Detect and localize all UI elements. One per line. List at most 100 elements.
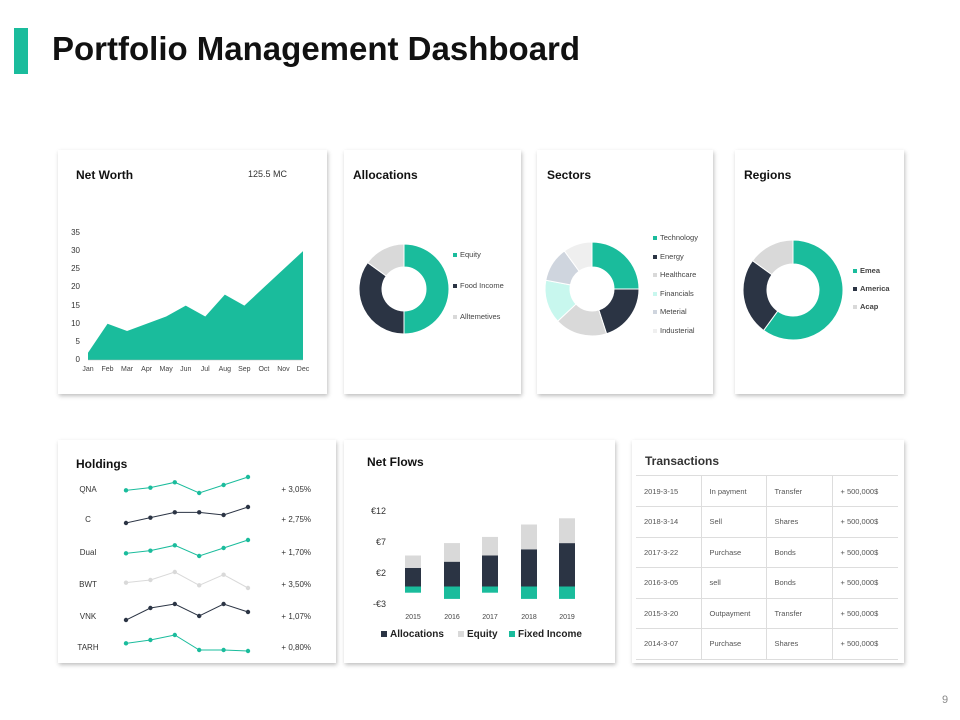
table-cell: Bonds	[766, 537, 833, 568]
table-cell: Bonds	[766, 567, 833, 599]
sparkline-point	[123, 551, 129, 556]
legend-swatch	[653, 273, 657, 278]
legend-item: Acap	[853, 302, 878, 311]
legend-item: Financials	[653, 289, 694, 298]
legend-label: Meterial	[660, 307, 687, 317]
sparkline-point	[197, 510, 202, 515]
legend-label: Healthcare	[660, 270, 697, 280]
sparkline-vnk	[125, 603, 249, 621]
sparkline-bwt	[125, 571, 249, 589]
allocations-slice	[403, 243, 450, 335]
sparkline-point	[148, 548, 153, 553]
sparkline-point	[221, 482, 226, 488]
sparkline-dual	[125, 539, 249, 557]
holdings-card	[58, 440, 336, 663]
x-tick-label: Mar	[121, 366, 134, 373]
table-cell: 2016-3-05	[636, 567, 702, 599]
y-tick-label: 20	[71, 282, 80, 292]
table-cell: + 500,000$	[832, 567, 898, 599]
y-tick-label: 10	[71, 318, 80, 328]
regions-slice	[751, 239, 794, 276]
sparkline-point	[172, 601, 177, 607]
x-tick-label: 2018	[521, 614, 537, 621]
regions-title: Regions	[744, 168, 792, 182]
sparkline-point	[148, 637, 153, 643]
allocations-slice	[358, 261, 405, 335]
bar-equity	[559, 518, 575, 544]
table-row: 2016-3-05 sell Bonds + 500,000$	[636, 567, 898, 599]
bar-allocations	[559, 543, 575, 587]
holding-name: C	[85, 515, 91, 524]
sparkline-point	[245, 504, 251, 510]
sparkline-point	[123, 641, 129, 646]
sparkline-point	[245, 648, 251, 654]
x-tick-label: Aug	[218, 366, 232, 373]
legend-swatch	[381, 631, 387, 638]
sparkline-point	[197, 647, 202, 653]
sparkline-point	[197, 613, 202, 619]
sparkline-point	[221, 572, 226, 577]
legend-item: America	[853, 284, 890, 293]
holding-name: Dual	[79, 548, 97, 557]
bar-fixed-income	[559, 586, 575, 599]
legend-item: Meterial	[653, 307, 687, 316]
legend-label: Industerial	[660, 326, 695, 335]
legend-swatch	[453, 315, 457, 320]
sparkline-c	[125, 506, 249, 524]
sparkline-point	[148, 577, 153, 583]
legend-item: Energy	[653, 252, 684, 261]
table-cell: 2017-3-22	[636, 537, 702, 568]
y-tick-label: 15	[71, 300, 80, 310]
x-tick-label: 2015	[405, 614, 421, 621]
transactions-table: 2019-3-15 In payment Transfer + 500,000$ 201…	[636, 476, 898, 660]
x-tick-label: Jan	[82, 366, 94, 373]
allocations-title: Allocations	[353, 168, 418, 182]
sparkline-point	[172, 510, 177, 515]
legend-label: Emea	[860, 266, 881, 275]
sparkline-point	[172, 569, 177, 575]
x-tick-label: Sep	[238, 366, 251, 373]
legend-item: Industerial	[653, 326, 695, 335]
bar-fixed-income	[521, 586, 537, 599]
holding-name: TARH	[77, 643, 99, 652]
sparkline-point	[148, 605, 153, 611]
bar-equity	[521, 524, 537, 550]
holding-name: BWT	[79, 580, 97, 589]
legend-swatch	[853, 269, 857, 274]
y-tick-label: 30	[71, 246, 80, 256]
sparkline-point	[245, 609, 251, 615]
table-cell: 2015-3-20	[636, 598, 702, 629]
bar-fixed-income	[482, 586, 498, 593]
holding-change: + 0,80%	[281, 643, 311, 652]
y-tick-label: -€3	[372, 599, 386, 609]
bar-allocations	[405, 567, 421, 587]
x-tick-label: May	[159, 366, 173, 373]
legend-swatch	[458, 631, 464, 638]
table-divider	[636, 475, 898, 476]
legend-swatch	[653, 291, 657, 296]
sparkline-point	[245, 474, 251, 480]
table-cell: 2019-3-15	[636, 476, 702, 507]
table-cell: Purchase	[701, 537, 767, 568]
sparkline-point	[172, 480, 177, 485]
y-tick-label: 5	[75, 336, 80, 346]
legend-item: Allocations	[381, 629, 444, 640]
table-cell: Outpayment	[701, 598, 767, 629]
legend-swatch	[653, 310, 657, 315]
table-cell: + 500,000$	[832, 506, 898, 538]
legend-label: Equity	[467, 629, 498, 640]
table-cell: Purchase	[701, 628, 767, 660]
legend-label: Technology	[660, 233, 698, 242]
net-worth-area	[88, 251, 303, 360]
page-number: 9	[942, 694, 949, 706]
bar-equity	[405, 555, 421, 568]
allocations-slice	[366, 243, 405, 277]
table-row: 2017-3-22 Purchase Bonds + 500,000$	[636, 537, 898, 568]
legend-item: Emea	[853, 266, 880, 275]
legend-item: Equity	[453, 250, 481, 259]
y-tick-label: €7	[375, 537, 386, 547]
sparkline-point	[123, 488, 129, 493]
sectors-slice	[563, 241, 593, 272]
bar-equity	[444, 543, 460, 562]
